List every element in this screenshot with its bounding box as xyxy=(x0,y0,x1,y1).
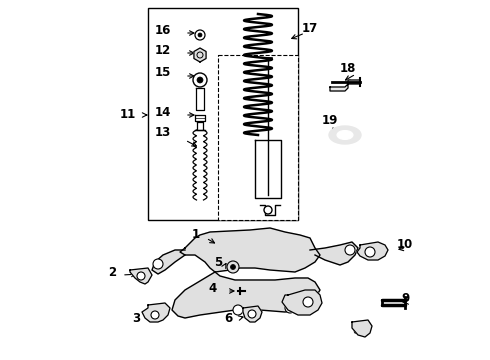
Circle shape xyxy=(365,247,375,257)
Text: 6: 6 xyxy=(224,311,232,324)
Ellipse shape xyxy=(337,130,353,139)
Circle shape xyxy=(153,259,163,269)
Text: 13: 13 xyxy=(155,126,171,139)
Text: 7: 7 xyxy=(294,303,302,316)
Circle shape xyxy=(193,73,207,87)
Circle shape xyxy=(303,297,313,307)
Circle shape xyxy=(264,206,272,214)
Text: 2: 2 xyxy=(108,266,116,279)
Polygon shape xyxy=(357,242,388,260)
Polygon shape xyxy=(330,80,360,91)
Circle shape xyxy=(233,305,243,315)
Polygon shape xyxy=(194,48,206,62)
Polygon shape xyxy=(152,250,185,274)
Text: 4: 4 xyxy=(209,282,217,294)
Polygon shape xyxy=(142,303,170,322)
Bar xyxy=(148,8,298,220)
Polygon shape xyxy=(180,228,320,272)
Text: 5: 5 xyxy=(214,256,222,270)
Text: 8: 8 xyxy=(352,324,360,337)
Polygon shape xyxy=(243,306,262,322)
Circle shape xyxy=(195,30,205,40)
Bar xyxy=(218,55,298,220)
Circle shape xyxy=(137,272,145,280)
Text: 3: 3 xyxy=(132,311,140,324)
Polygon shape xyxy=(130,268,152,284)
Polygon shape xyxy=(352,320,372,337)
Polygon shape xyxy=(310,242,358,265)
Circle shape xyxy=(285,303,295,313)
Circle shape xyxy=(230,265,236,270)
Text: 10: 10 xyxy=(397,238,413,252)
Circle shape xyxy=(345,245,355,255)
Text: 18: 18 xyxy=(340,62,356,75)
Text: 11: 11 xyxy=(120,108,136,122)
Ellipse shape xyxy=(329,126,361,144)
Polygon shape xyxy=(172,272,320,318)
Text: 19: 19 xyxy=(322,113,338,126)
Text: 14: 14 xyxy=(155,105,171,118)
Polygon shape xyxy=(282,290,322,315)
Text: 12: 12 xyxy=(155,44,171,57)
Circle shape xyxy=(151,311,159,319)
Circle shape xyxy=(198,33,202,37)
Circle shape xyxy=(227,261,239,273)
Text: 17: 17 xyxy=(302,22,318,35)
Circle shape xyxy=(197,77,203,83)
Text: 15: 15 xyxy=(155,67,171,80)
Text: 9: 9 xyxy=(401,292,409,305)
Circle shape xyxy=(248,310,256,318)
Text: 1: 1 xyxy=(192,228,200,240)
Text: 16: 16 xyxy=(155,23,171,36)
